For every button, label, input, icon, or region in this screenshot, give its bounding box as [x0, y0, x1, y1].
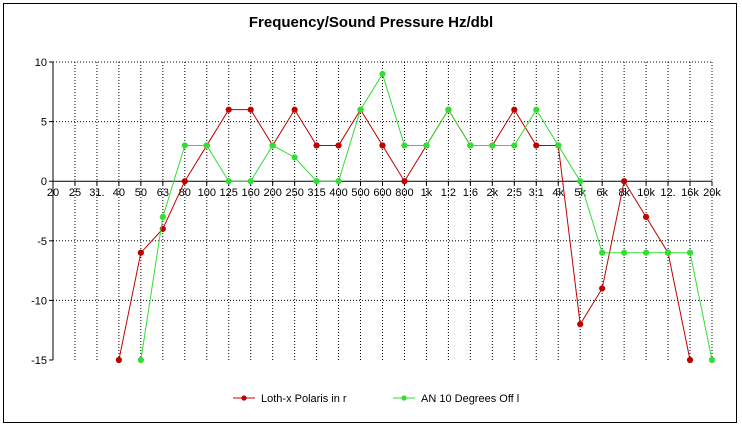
series-2-point	[423, 142, 430, 149]
series-1-point	[511, 106, 518, 113]
series-2-point	[708, 356, 716, 364]
series-2-point	[313, 178, 320, 185]
series-1-point	[115, 356, 123, 364]
x-tick-label: 4k	[552, 187, 564, 199]
x-tick-label: 500	[351, 187, 369, 199]
series-2-point	[445, 106, 452, 113]
x-tick-label: 160	[242, 187, 260, 199]
y-tick-label: -10	[31, 295, 47, 307]
series-2-point	[181, 142, 188, 149]
legend-marker	[241, 395, 247, 401]
x-tick-label: 1:2	[441, 187, 456, 199]
x-tick-label: 250	[285, 187, 303, 199]
y-tick-label: 5	[41, 117, 47, 129]
x-tick-labels: 20 25 31. 40 50 63 80 100 125 160 200 250 315 400 500 6…	[47, 187, 721, 199]
x-tick-label: 20	[47, 187, 59, 199]
series-2-point	[489, 142, 496, 149]
y-tick-label: 10	[35, 57, 47, 69]
series-2-point	[621, 249, 628, 256]
x-tick-label: 20k	[703, 187, 721, 199]
x-tick-label: 125	[220, 187, 238, 199]
grid	[53, 61, 713, 360]
x-tick-label: 800	[395, 187, 413, 199]
x-tick-label: 2:5	[507, 187, 522, 199]
series-2-point	[664, 249, 672, 256]
x-tick-label: 12.	[660, 187, 675, 199]
x-tick-label: 10k	[637, 187, 655, 199]
series-2-point	[225, 178, 232, 185]
x-tick-label: 315	[307, 187, 325, 199]
series-1-point	[533, 142, 540, 149]
y-tick-label: 0	[41, 176, 47, 188]
x-tick-label: 200	[263, 187, 281, 199]
series	[115, 70, 716, 364]
series-2-point	[335, 178, 342, 185]
series-2	[137, 70, 716, 364]
series-1-point	[577, 321, 584, 328]
x-tick-label: 50	[135, 187, 147, 199]
series-2-point	[291, 154, 298, 161]
x-tick-label: 80	[179, 187, 191, 199]
series-2-point	[357, 106, 364, 113]
series-1-point	[247, 106, 254, 113]
y-tick-label: -5	[37, 236, 47, 248]
x-tick-label: 2k	[487, 187, 499, 199]
x-tick-label: 31.	[89, 187, 104, 199]
series-2-point	[533, 106, 540, 113]
x-tick-label: 6k	[596, 187, 608, 199]
legend-label: Loth-x Polaris in r	[261, 393, 347, 405]
legend: Loth-x Polaris in r AN 10 Degrees Off l	[233, 393, 519, 405]
series-2-point	[137, 356, 144, 364]
y-tick-label: -15	[31, 355, 47, 367]
x-tick-label: 100	[198, 187, 216, 199]
series-2-point	[643, 249, 650, 256]
series-1-point	[313, 142, 320, 149]
series-1-point	[401, 178, 408, 185]
axes	[49, 61, 713, 361]
series-2-point	[599, 249, 606, 256]
x-tick-label: 16k	[681, 187, 699, 199]
series-2-point	[203, 142, 210, 149]
series-1-point	[335, 142, 342, 149]
series-1-point	[291, 106, 298, 113]
x-tick-label: 3:1	[529, 187, 544, 199]
series-1-point	[686, 356, 694, 364]
series-1-point	[379, 142, 386, 149]
series-1-point	[599, 285, 606, 292]
series-2-point	[159, 213, 166, 221]
series-2-point	[686, 249, 694, 256]
series-2-point	[511, 142, 518, 149]
series-2-point	[555, 142, 562, 149]
x-tick-label: 25	[69, 187, 81, 199]
series-1-point	[181, 178, 188, 185]
x-tick-label: 1:6	[463, 187, 478, 199]
series-1-point	[225, 106, 232, 113]
x-tick-label: 400	[329, 187, 347, 199]
y-tick-labels: -15 -10 -5 0 5 10	[31, 57, 47, 367]
series-2-point	[247, 178, 254, 185]
series-2-point	[269, 142, 276, 149]
series-1-point	[137, 249, 144, 256]
series-1-point	[643, 213, 650, 221]
chart-frame	[3, 3, 737, 423]
series-2-point	[379, 70, 386, 78]
series-2-point	[467, 142, 474, 149]
x-tick-label: 40	[113, 187, 125, 199]
chart-title: Frequency/Sound Pressure Hz/dbl	[248, 14, 494, 31]
legend-marker	[401, 395, 407, 401]
legend-label: AN 10 Degrees Off l	[421, 393, 519, 405]
series-2-point	[401, 142, 408, 149]
series-2-point	[577, 178, 584, 185]
series-1-point	[621, 178, 628, 185]
x-tick-label: 1k	[421, 187, 433, 199]
x-tick-label: 63	[157, 187, 169, 199]
x-tick-label: 600	[373, 187, 391, 199]
